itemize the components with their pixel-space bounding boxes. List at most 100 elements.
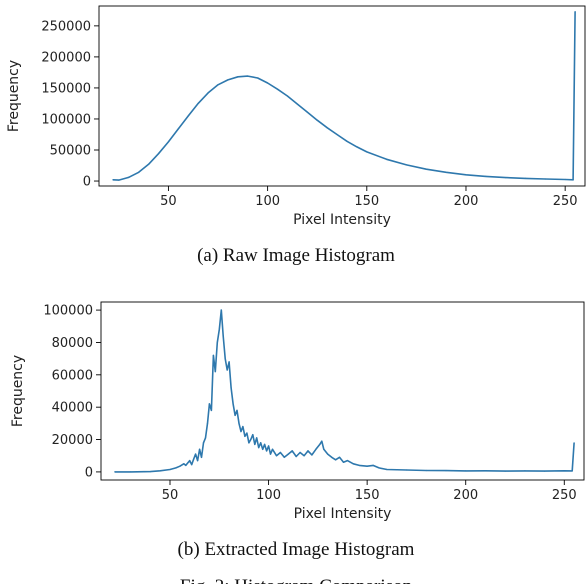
data-point bbox=[425, 168, 427, 170]
x-tick-label: 50 bbox=[162, 488, 179, 503]
caption-b: (b) Extracted Image Histogram bbox=[178, 539, 415, 560]
data-point bbox=[269, 453, 272, 455]
data-point bbox=[264, 443, 266, 445]
data-point bbox=[224, 358, 226, 360]
data-point bbox=[238, 422, 240, 424]
data-point bbox=[425, 469, 427, 472]
data-point bbox=[331, 456, 333, 458]
x-tick-label: 250 bbox=[552, 488, 577, 503]
y-tick-label: 200000 bbox=[41, 50, 91, 65]
data-point bbox=[185, 464, 187, 466]
data-point bbox=[299, 451, 301, 454]
extracted-histogram-plot: 50 100 150 200 250 0 20000 40000 60000 80000 10000… bbox=[10, 301, 585, 522]
data-point bbox=[210, 409, 212, 411]
data-point bbox=[230, 387, 232, 389]
data-point bbox=[242, 426, 244, 428]
data-point bbox=[216, 341, 218, 344]
data-point bbox=[326, 127, 328, 129]
y-tick-label: 40000 bbox=[52, 401, 93, 416]
data-point bbox=[358, 464, 360, 466]
data-point bbox=[279, 451, 281, 454]
data-point bbox=[197, 460, 199, 462]
y-tick-label: 0 bbox=[83, 175, 91, 190]
data-point bbox=[336, 133, 338, 136]
x-tick-label: 50 bbox=[160, 194, 177, 209]
data-point bbox=[574, 11, 576, 13]
y-tick-label: 20000 bbox=[52, 433, 93, 448]
data-point bbox=[227, 79, 229, 81]
data-point bbox=[352, 463, 354, 465]
x-tick-label: 250 bbox=[553, 194, 578, 209]
data-point bbox=[268, 445, 270, 447]
data-point bbox=[319, 443, 321, 445]
data-point bbox=[217, 84, 219, 86]
data-point bbox=[260, 442, 262, 444]
data-point bbox=[202, 442, 205, 444]
data-point bbox=[159, 470, 161, 472]
data-point bbox=[169, 468, 171, 471]
data-point bbox=[183, 463, 185, 465]
data-point bbox=[571, 470, 573, 472]
x-tick-label: 200 bbox=[454, 194, 479, 209]
data-point bbox=[445, 470, 447, 472]
data-point bbox=[366, 151, 368, 153]
x-axis-label: Pixel Intensity bbox=[293, 212, 391, 228]
data-point bbox=[372, 464, 374, 466]
data-point bbox=[258, 447, 260, 449]
data-point bbox=[214, 371, 216, 373]
data-point bbox=[445, 171, 447, 173]
data-point bbox=[187, 462, 189, 464]
data-point bbox=[504, 470, 506, 472]
y-axis-label: Frequency bbox=[10, 355, 26, 427]
data-point bbox=[149, 471, 151, 473]
data-point bbox=[177, 128, 179, 130]
data-point bbox=[262, 448, 264, 450]
data-point bbox=[222, 335, 224, 337]
y-tick-label: 100000 bbox=[41, 112, 91, 127]
data-point bbox=[311, 454, 313, 456]
data-point bbox=[130, 471, 132, 473]
data-point bbox=[191, 464, 193, 466]
data-point bbox=[366, 465, 368, 467]
figure-caption: Fig. 2: Histogram Comparison bbox=[180, 576, 413, 584]
data-point bbox=[266, 450, 268, 452]
data-point bbox=[212, 354, 214, 356]
data-point bbox=[573, 442, 575, 444]
data-point bbox=[485, 175, 487, 177]
data-point bbox=[405, 164, 408, 166]
data-point bbox=[271, 448, 274, 450]
data-point bbox=[295, 455, 297, 458]
data-point bbox=[378, 467, 380, 469]
data-point bbox=[386, 158, 388, 160]
data-point bbox=[335, 459, 337, 461]
data-point bbox=[226, 369, 228, 371]
data-point bbox=[291, 450, 293, 452]
data-point bbox=[195, 453, 197, 455]
y-tick-label: 150000 bbox=[41, 81, 91, 96]
data-point bbox=[296, 103, 298, 105]
y-axis-label: Frequency bbox=[6, 60, 22, 132]
data-point bbox=[189, 460, 191, 462]
histogram-series-line bbox=[114, 309, 575, 473]
x-tick-label: 100 bbox=[256, 488, 281, 503]
data-point bbox=[465, 470, 467, 472]
caption-a: (a) Raw Image Histogram bbox=[197, 245, 395, 266]
data-point bbox=[206, 422, 209, 424]
x-tick-label: 100 bbox=[255, 194, 280, 209]
data-point bbox=[148, 163, 150, 165]
data-point bbox=[200, 456, 203, 458]
data-point bbox=[187, 115, 189, 117]
data-point bbox=[484, 470, 486, 472]
data-point bbox=[275, 455, 278, 457]
data-point bbox=[250, 438, 252, 441]
data-point bbox=[465, 174, 467, 176]
data-point bbox=[563, 470, 565, 472]
data-point bbox=[208, 403, 210, 405]
data-point bbox=[267, 82, 269, 84]
data-point bbox=[321, 440, 323, 442]
data-point bbox=[128, 176, 130, 178]
data-point bbox=[112, 179, 114, 181]
data-point bbox=[175, 467, 177, 469]
plot-frame bbox=[98, 5, 586, 187]
data-point bbox=[252, 434, 254, 436]
